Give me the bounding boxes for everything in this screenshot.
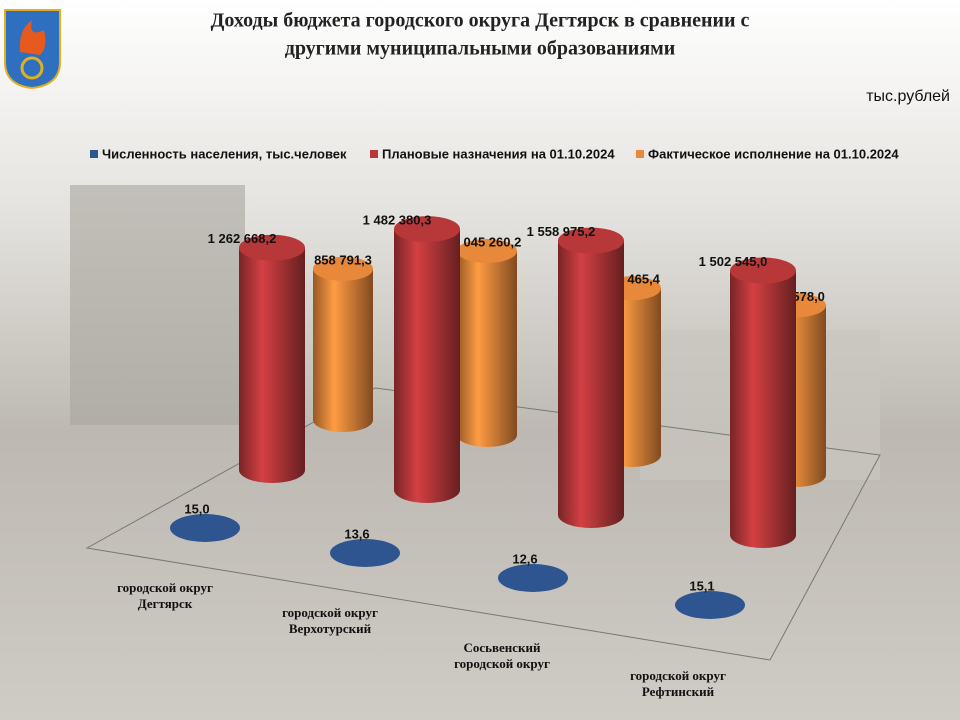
population-disc <box>675 591 745 619</box>
value-label: 12,6 <box>512 551 537 566</box>
cylinder <box>730 270 796 548</box>
value-label: 1 482 380,3 <box>363 213 432 228</box>
cylinder-top <box>457 239 517 264</box>
cylinder-top <box>730 257 796 284</box>
value-label: 13,6 <box>344 526 369 541</box>
category-label: городской округ Рефтинский <box>630 668 726 699</box>
cylinder <box>558 240 624 528</box>
legend-swatch <box>636 150 644 158</box>
title: другими муниципальными образованиями <box>285 38 676 60</box>
value-label: 15,0 <box>184 501 209 516</box>
legend-swatch <box>90 150 98 158</box>
value-label: 1 502 545,0 <box>699 254 768 269</box>
background-monument <box>70 185 245 425</box>
population-disc <box>330 539 400 567</box>
value-label: 15,1 <box>689 578 714 593</box>
value-label: 1 262 668,2 <box>208 231 277 246</box>
logo <box>4 9 61 90</box>
cylinder-top <box>239 234 305 261</box>
category-label: городской округ Дегтярск <box>117 580 213 611</box>
cylinder <box>457 251 517 447</box>
title: Доходы бюджета городского округа Дегтярс… <box>211 10 750 32</box>
legend-label: Численность населения, тыс.человек <box>102 146 347 161</box>
cylinder-top <box>558 227 624 254</box>
population-disc <box>498 564 568 592</box>
cylinder-top <box>313 256 373 281</box>
cylinder <box>239 247 305 483</box>
cylinder-top <box>394 216 460 243</box>
legend-label: Плановые назначения на 01.10.2024 <box>382 146 615 161</box>
legend-swatch <box>370 150 378 158</box>
unit: тыс.рублей <box>866 88 950 105</box>
category-label: Сосьвенский городской округ <box>454 640 550 671</box>
value-label: 1 558 975,2 <box>527 224 596 239</box>
population-disc <box>170 514 240 542</box>
category-label: городской округ Верхотурский <box>282 605 378 636</box>
cylinder <box>394 229 460 503</box>
value-label: 858 791,3 <box>314 252 372 267</box>
cylinder <box>313 268 373 432</box>
value-label: 1 045 260,2 <box>453 234 522 249</box>
legend-label: Фактическое исполнение на 01.10.2024 <box>648 146 899 161</box>
